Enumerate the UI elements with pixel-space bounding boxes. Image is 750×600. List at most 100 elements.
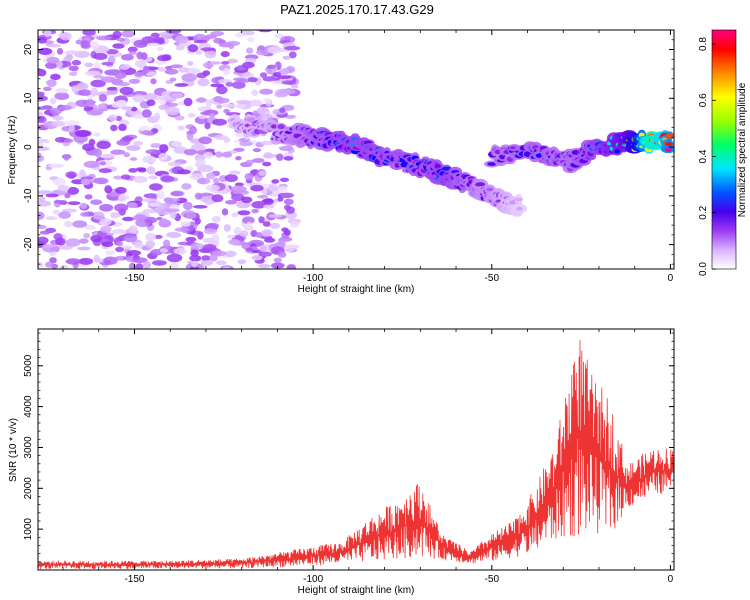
noise-blob bbox=[211, 216, 221, 223]
noise-blob bbox=[146, 99, 156, 107]
noise-blob bbox=[64, 220, 73, 228]
noise-blob bbox=[64, 120, 80, 126]
noise-blob bbox=[267, 46, 282, 54]
noise-blob bbox=[171, 141, 183, 148]
colorbar-gradient bbox=[711, 29, 737, 270]
noise-blob bbox=[198, 136, 213, 145]
colorbar-tick-label: 0.0 bbox=[698, 262, 709, 276]
noise-blob bbox=[262, 229, 272, 237]
noise-blob bbox=[256, 49, 269, 56]
noise-blob bbox=[96, 140, 111, 150]
snr-frame bbox=[37, 328, 675, 571]
noise-blob bbox=[281, 80, 296, 85]
noise-blob bbox=[273, 257, 282, 263]
noise-blob bbox=[133, 39, 148, 48]
noise-blob bbox=[185, 212, 197, 219]
noise-blob bbox=[128, 78, 141, 84]
noise-blob bbox=[71, 59, 82, 66]
y-tick-label: -10 bbox=[23, 188, 34, 203]
noise-blob bbox=[85, 98, 95, 108]
colorbar: 0.0 0.2 0.4 0.6 0.8 Normalized spectral ampl… bbox=[698, 29, 748, 276]
noise-blob bbox=[235, 99, 251, 105]
noise-blob bbox=[216, 85, 228, 95]
noise-blob bbox=[277, 251, 287, 258]
noise-blob bbox=[132, 175, 148, 183]
noise-blob bbox=[38, 138, 46, 144]
noise-blob bbox=[57, 185, 70, 192]
x-tick-label: 0 bbox=[668, 574, 674, 585]
noise-blob bbox=[216, 104, 223, 109]
noise-blob bbox=[222, 103, 236, 108]
noise-blob bbox=[38, 146, 50, 151]
noise-blob bbox=[68, 71, 78, 76]
noise-blob bbox=[144, 208, 154, 214]
noise-blob bbox=[119, 86, 134, 95]
noise-blob bbox=[116, 241, 124, 247]
y-tick-label: 10 bbox=[23, 92, 34, 104]
noise-blob bbox=[215, 151, 224, 158]
noise-blob bbox=[262, 76, 276, 82]
noise-blob bbox=[146, 42, 160, 47]
noise-blob bbox=[260, 140, 275, 146]
noise-blob bbox=[173, 247, 187, 255]
noise-blob bbox=[251, 158, 265, 163]
noise-blob bbox=[38, 47, 53, 56]
noise-blob bbox=[103, 256, 118, 265]
noise-blob bbox=[190, 249, 199, 257]
ridge-upper-blob-core bbox=[665, 142, 673, 146]
noise-blob bbox=[53, 177, 66, 186]
chart-title: PAZ1.2025.170.17.43.G29 bbox=[280, 2, 434, 17]
noise-blob bbox=[174, 115, 185, 121]
noise-blob bbox=[249, 101, 263, 107]
noise-blob bbox=[157, 55, 171, 62]
noise-blob bbox=[228, 239, 241, 245]
noise-blob bbox=[114, 82, 131, 87]
noise-blob bbox=[153, 37, 165, 42]
noise-blob bbox=[110, 149, 126, 155]
noise-blob bbox=[38, 153, 43, 162]
y-tick-label: 2000 bbox=[23, 477, 34, 500]
noise-blob bbox=[67, 201, 81, 206]
noise-blob bbox=[177, 169, 191, 175]
noise-blob bbox=[100, 225, 112, 233]
noise-blob bbox=[263, 154, 279, 158]
noise-blob bbox=[164, 68, 179, 75]
noise-blob bbox=[52, 209, 61, 215]
noise-blob bbox=[250, 184, 264, 192]
ridge-upper-blob-core bbox=[614, 148, 620, 154]
noise-blob bbox=[90, 235, 102, 243]
colorbar-tick-label: 0.8 bbox=[698, 37, 709, 51]
noise-blob bbox=[204, 34, 217, 39]
noise-blob bbox=[49, 97, 57, 105]
noise-blob bbox=[46, 43, 62, 48]
noise-blob bbox=[116, 37, 126, 42]
noise-blob bbox=[278, 68, 290, 76]
y-tick-label: 5000 bbox=[23, 354, 34, 377]
noise-blob bbox=[49, 257, 57, 264]
noise-blob bbox=[137, 168, 147, 173]
noise-blob bbox=[38, 190, 52, 195]
noise-blob bbox=[274, 33, 285, 39]
noise-blob bbox=[145, 71, 157, 76]
noise-blob bbox=[164, 208, 180, 213]
noise-blob bbox=[259, 244, 267, 253]
noise-blob bbox=[195, 97, 208, 103]
noise-blob bbox=[256, 106, 267, 115]
noise-blob bbox=[38, 211, 45, 220]
noise-blob bbox=[59, 264, 69, 269]
noise-blob bbox=[134, 72, 144, 77]
noise-blob bbox=[186, 132, 194, 141]
noise-blob bbox=[38, 69, 47, 77]
noise-blob bbox=[128, 225, 138, 234]
noise-blob bbox=[96, 91, 111, 97]
y-tick-label: 4000 bbox=[23, 395, 34, 418]
x-tick-label: -50 bbox=[485, 273, 500, 284]
noise-blob bbox=[242, 216, 255, 225]
noise-blob bbox=[191, 260, 198, 268]
noise-blob bbox=[180, 221, 191, 227]
snr-series-line bbox=[38, 340, 674, 570]
noise-blob bbox=[106, 86, 119, 91]
noise-blob bbox=[247, 77, 258, 83]
noise-blob bbox=[45, 62, 57, 69]
noise-blob bbox=[177, 125, 185, 131]
